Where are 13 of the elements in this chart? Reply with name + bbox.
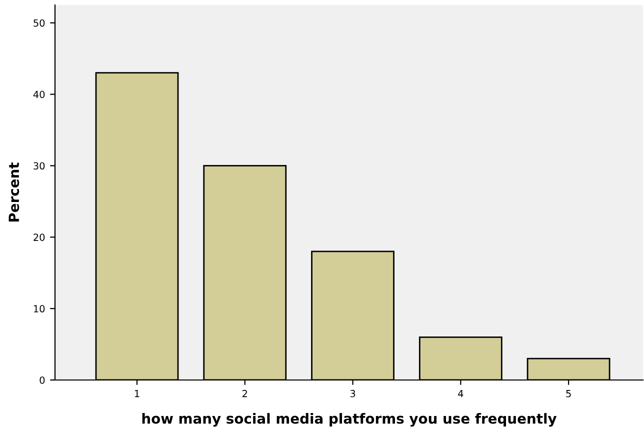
x-tick-label: 1	[134, 390, 140, 398]
y-tick-label: 20	[34, 234, 45, 241]
y-tick-label: 40	[33, 90, 45, 98]
y-axis-title: Percent	[8, 162, 20, 222]
x-tick-label: 3	[350, 390, 356, 398]
x-tick-label: 2	[242, 390, 248, 398]
x-tick-label: 5	[566, 390, 571, 398]
y-tick-label: 30	[34, 162, 45, 170]
y-tick-label: 10	[34, 305, 45, 312]
x-tick-label: 4	[458, 390, 464, 398]
y-tick-label: 0	[40, 376, 45, 384]
y-tick-label: 50	[34, 19, 45, 27]
x-axis-title: how many social media platforms you use frequently	[142, 413, 557, 427]
